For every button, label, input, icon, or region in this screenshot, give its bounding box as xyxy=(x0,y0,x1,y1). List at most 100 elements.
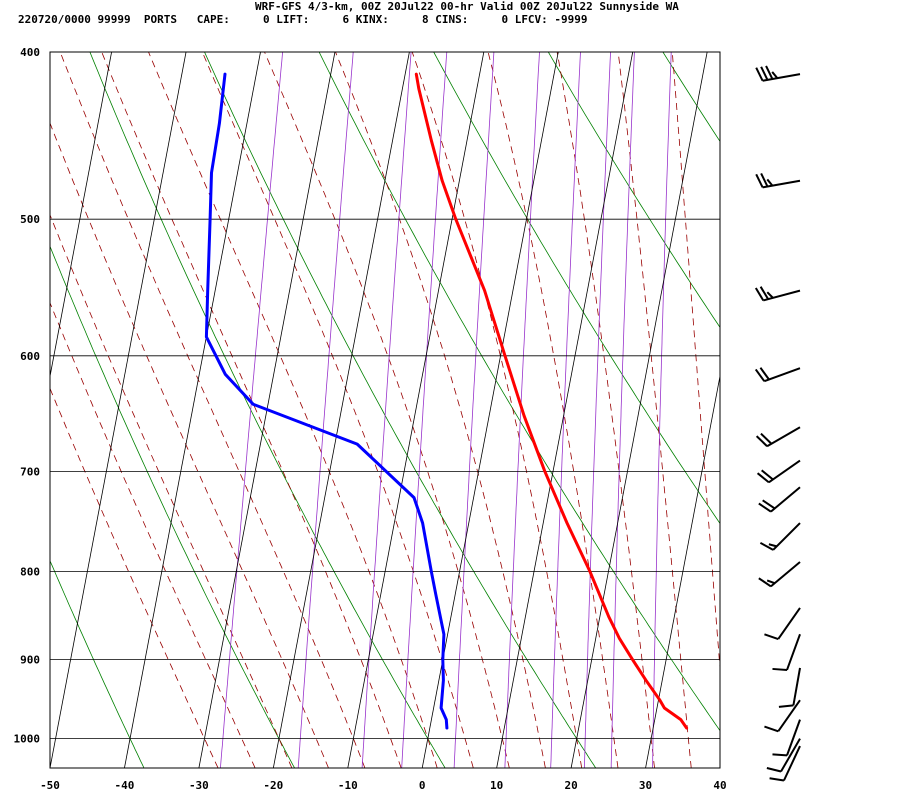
wind-barb-shaft xyxy=(766,426,801,448)
wind-barb-flag xyxy=(764,633,779,641)
wind-barb-flag xyxy=(759,541,774,551)
wind-barb-shaft xyxy=(770,561,801,588)
dewpoint-profile-line xyxy=(204,72,449,730)
wind-barb xyxy=(764,607,801,641)
y-tick-label: 1000 xyxy=(14,733,41,746)
y-tick-label: 800 xyxy=(20,565,40,578)
dry-adiabat-line xyxy=(318,52,720,732)
wind-barb-shaft xyxy=(780,738,801,773)
x-tick-label: -40 xyxy=(115,779,135,792)
wind-barb-flag xyxy=(769,777,785,782)
isotherm-line xyxy=(50,52,112,379)
x-tick-label: 10 xyxy=(490,779,503,792)
moist-adiabat-line xyxy=(101,52,402,768)
wind-barb-flag xyxy=(755,435,768,447)
moist-adiabat-line xyxy=(487,52,619,768)
moist-adiabat-line xyxy=(335,52,546,768)
dry-adiabat-line xyxy=(50,559,145,768)
wind-barb xyxy=(772,719,801,757)
moist-adiabat-line xyxy=(671,52,720,674)
wind-barb xyxy=(756,459,801,484)
wind-barb-flag xyxy=(766,767,782,773)
wind-barb-shaft xyxy=(786,719,801,756)
isotherm-line xyxy=(347,52,485,768)
moist-adiabat-line xyxy=(50,122,329,768)
dry-adiabat-line xyxy=(50,245,295,768)
wind-barb xyxy=(778,667,801,708)
wind-barb xyxy=(755,426,801,448)
wind-barb-flag xyxy=(772,753,788,757)
wind-barb-shaft xyxy=(762,179,801,189)
isotherm-line xyxy=(645,374,720,768)
isotherm-line xyxy=(272,52,410,768)
y-tick-label: 600 xyxy=(20,350,40,363)
wind-barb-shaft xyxy=(772,522,801,551)
wind-barb xyxy=(759,522,801,551)
mixing-ratio-line xyxy=(652,52,672,768)
dry-adiabat-line xyxy=(89,52,446,768)
wind-barb-shaft xyxy=(792,667,801,706)
x-tick-label: 20 xyxy=(564,779,577,792)
wind-barb-flag xyxy=(758,577,772,588)
x-tick-label: -30 xyxy=(189,779,209,792)
x-tick-label: 30 xyxy=(639,779,652,792)
wind-barb-shaft xyxy=(777,699,801,732)
wind-barb xyxy=(754,286,801,302)
moist-adiabat-line xyxy=(50,387,219,768)
wind-barb-flag xyxy=(759,286,769,300)
wind-barb xyxy=(772,633,801,671)
x-tick-label: 40 xyxy=(713,779,726,792)
wind-barb-flag xyxy=(765,65,774,80)
wind-barb xyxy=(755,65,801,82)
x-tick-label: -50 xyxy=(40,779,60,792)
plot-frame xyxy=(49,51,721,769)
wind-barb-flag xyxy=(760,66,769,81)
wind-barb-flag xyxy=(766,291,774,299)
mixing-ratio-line xyxy=(453,52,495,768)
temperature-profile-line xyxy=(414,72,689,730)
wind-barb-flag xyxy=(762,499,776,510)
mixing-ratio-line xyxy=(584,52,611,768)
dry-adiabat-line xyxy=(778,52,900,768)
moist-adiabat-line xyxy=(50,301,256,768)
mixing-ratio-line xyxy=(550,52,581,768)
wind-barb-shaft xyxy=(762,73,801,82)
isotherm-line xyxy=(124,52,261,768)
wind-barb xyxy=(769,745,801,782)
wind-barb-flag xyxy=(771,71,779,79)
wind-barb-flag xyxy=(755,67,764,82)
moist-adiabat-line xyxy=(50,213,293,768)
stability-indices: 220720/0000 99999 PORTS CAPE: 0 LIFT: 6 … xyxy=(18,13,588,26)
isotherm-line xyxy=(496,52,634,768)
wind-barb-shaft xyxy=(783,745,801,781)
wind-barb xyxy=(758,486,801,513)
thermodynamic-background-lines xyxy=(50,52,900,768)
isotherm-line xyxy=(421,52,559,768)
mixing-ratio-line xyxy=(610,52,635,768)
mixing-ratio-line xyxy=(401,52,448,768)
dry-adiabat-line xyxy=(892,52,900,768)
moist-adiabat-line xyxy=(411,52,583,768)
wind-barb-flag xyxy=(761,469,774,481)
wind-barb-shaft xyxy=(763,367,801,383)
wind-barb-flag xyxy=(760,172,769,187)
moist-adiabat-line xyxy=(59,52,366,768)
y-tick-label: 700 xyxy=(20,465,40,478)
wind-barb-flag xyxy=(764,725,779,733)
moist-adiabat-line xyxy=(556,52,655,768)
moist-adiabat-line xyxy=(617,52,692,768)
wind-barb-flag xyxy=(759,367,770,381)
dry-adiabat-line xyxy=(433,52,720,525)
moist-adiabat-line xyxy=(148,52,438,768)
mixing-ratio-line xyxy=(361,52,412,768)
mixing-ratio-line xyxy=(297,52,354,768)
wind-barb-flag xyxy=(754,287,765,301)
dry-adiabat-line xyxy=(204,52,597,768)
wind-barb-flag xyxy=(778,704,794,708)
sounding-profiles xyxy=(204,72,689,730)
isotherm-line xyxy=(719,765,720,768)
y-tick-label: 500 xyxy=(20,213,40,226)
wind-barb-flag xyxy=(768,543,777,548)
x-tick-label: -20 xyxy=(263,779,283,792)
